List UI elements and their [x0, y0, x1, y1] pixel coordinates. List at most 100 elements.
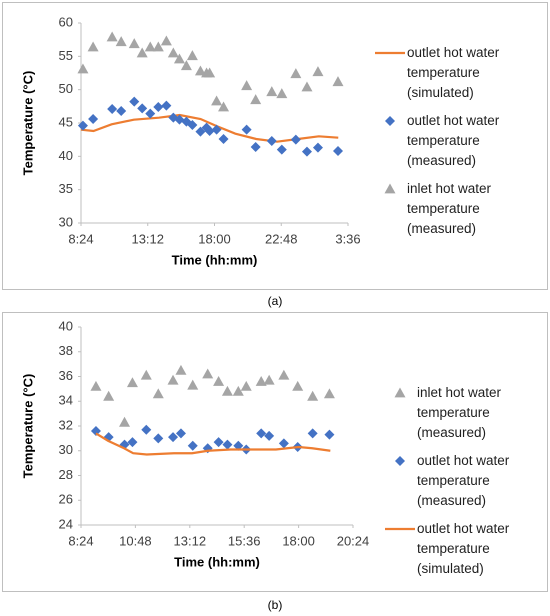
- legend-label: inlet hot water temperature (measured): [417, 385, 502, 440]
- chart: 30 35 40 45 50 55 60 8:24 13:12 18:00 22:48 3:36 Tim…: [20, 14, 360, 267]
- x-tick-label: 8:24: [68, 533, 93, 548]
- legend-icon: [394, 387, 406, 398]
- caption: (a): [267, 294, 283, 308]
- triangle-marker: [332, 76, 344, 87]
- diamond-marker: [141, 424, 152, 435]
- diamond-marker: [290, 134, 301, 145]
- legend-label: outlet hot water temperature (measured): [417, 453, 510, 508]
- triangle-marker: [180, 60, 192, 71]
- y-axis-title: Temperature (°C): [20, 71, 35, 176]
- triangle-marker: [173, 53, 185, 64]
- legend: outlet hot water temperature (simulated)…: [373, 43, 525, 247]
- legend-icon: [375, 51, 405, 55]
- legend-icon: [385, 527, 415, 531]
- legend-swatch: [384, 183, 396, 194]
- legend-item: outlet hot water temperature (measured): [383, 451, 535, 511]
- x-axis-title: Time (hh:mm): [174, 554, 260, 569]
- legend-item: outlet hot water temperature (simulated): [383, 519, 535, 579]
- triangle-marker: [128, 38, 140, 49]
- legend-swatch: [385, 116, 395, 126]
- diamond-marker: [307, 428, 318, 439]
- y-tick-label: 40: [59, 318, 73, 333]
- y-tick-label: 30: [59, 214, 73, 229]
- triangle-marker: [255, 375, 267, 386]
- diamond-marker: [168, 432, 179, 443]
- triangle-marker: [126, 377, 138, 388]
- legend-item: inlet hot water temperature (measured): [383, 383, 535, 443]
- diamond-marker: [77, 120, 88, 131]
- y-tick-label: 45: [59, 114, 73, 129]
- legend-item: outlet hot water temperature (measured): [373, 111, 525, 171]
- triangle-marker: [312, 66, 324, 77]
- triangle-marker: [221, 385, 233, 396]
- x-tick-label: 20:24: [337, 533, 370, 548]
- diamond-marker: [195, 126, 206, 137]
- x-tick-label: 8:24: [68, 231, 93, 246]
- diamond-marker: [278, 438, 289, 449]
- x-tick-label: 13:12: [131, 231, 164, 246]
- x-tick-label: 3:36: [335, 231, 360, 246]
- diamond-marker: [264, 430, 275, 441]
- y-tick-label: 40: [59, 148, 73, 163]
- diamond-marker: [324, 429, 335, 440]
- diamond-marker: [301, 146, 312, 157]
- y-tick-label: 35: [59, 181, 73, 196]
- triangle-marker: [194, 65, 206, 76]
- y-tick-label: 36: [59, 368, 73, 383]
- diamond-marker: [222, 439, 233, 450]
- diamond-marker: [161, 100, 172, 111]
- legend: inlet hot water temperature (measured) ou…: [383, 383, 535, 587]
- diamond-marker: [233, 440, 244, 451]
- legend-item: outlet hot water temperature (simulated): [373, 43, 525, 103]
- triangle-marker: [175, 364, 187, 375]
- diamond-marker: [332, 146, 343, 156]
- diamond-marker: [187, 440, 198, 451]
- triangle-marker: [292, 380, 304, 391]
- diamond-marker: [276, 144, 287, 155]
- x-tick-label: 22:48: [265, 231, 298, 246]
- triangle-marker: [266, 86, 278, 97]
- y-axis-title: Temperature (°C): [20, 374, 35, 479]
- triangle-marker: [140, 369, 152, 380]
- diamond-marker: [241, 124, 252, 135]
- x-tick-label: 13:12: [174, 533, 207, 548]
- diamond-marker: [175, 428, 186, 439]
- legend-icon: [385, 116, 395, 126]
- triangle-marker: [77, 63, 89, 74]
- diamond-marker: [153, 433, 164, 444]
- triangle-marker: [240, 380, 252, 391]
- chart-panel: 30 35 40 45 50 55 60 8:24 13:12 18:00 22:48 3:36 Tim…: [2, 2, 548, 290]
- diamond-marker: [137, 103, 148, 114]
- legend-label: inlet hot water temperature (measured): [407, 181, 492, 236]
- triangle-marker: [144, 41, 156, 52]
- legend-label: outlet hot water temperature (simulated): [417, 521, 510, 576]
- triangle-marker: [211, 95, 223, 106]
- legend-icon: [384, 183, 396, 194]
- diamond-marker: [201, 122, 212, 133]
- diamond-marker: [256, 428, 267, 439]
- y-tick-label: 50: [59, 81, 73, 96]
- triangle-marker: [119, 416, 131, 427]
- caption: (b): [267, 598, 283, 612]
- triangle-marker: [204, 67, 216, 78]
- legend-swatch: [395, 456, 405, 466]
- triangle-marker: [218, 101, 230, 112]
- triangle-marker: [290, 68, 302, 79]
- triangle-marker: [167, 47, 179, 58]
- x-axis-title: Time (hh:mm): [172, 252, 258, 267]
- diamond-marker: [103, 432, 114, 443]
- triangle-marker: [202, 368, 214, 379]
- diamond-marker: [187, 120, 198, 130]
- x-tick-label: 18:00: [198, 231, 231, 246]
- chart: 24 26 28 30 32 34 36 38 40 8:24 10:48 13:12 15:36 18:…: [20, 318, 370, 569]
- chart-panel: 24 26 28 30 32 34 36 38 40 8:24 10:48 13:12 15:36 18:…: [2, 312, 548, 592]
- triangle-marker: [278, 369, 290, 380]
- y-tick-label: 60: [59, 14, 73, 29]
- triangle-marker: [301, 81, 313, 92]
- diamond-marker: [213, 437, 224, 448]
- diamond-marker: [90, 425, 101, 436]
- y-tick-label: 30: [59, 442, 73, 457]
- diamond-marker: [266, 136, 277, 146]
- legend-item: inlet hot water temperature (measured): [373, 179, 525, 239]
- triangle-marker: [241, 80, 253, 91]
